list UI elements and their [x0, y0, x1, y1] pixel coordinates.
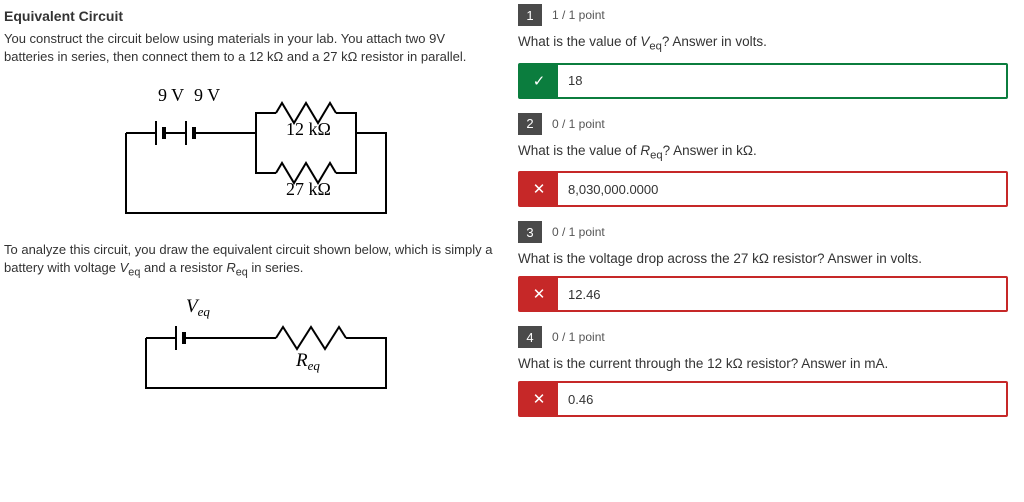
question-prompt: What is the current through the 12 kΩ re…	[518, 356, 1008, 371]
question-points: 0 / 1 point	[552, 330, 605, 344]
question-block: 4 0 / 1 point What is the current through …	[518, 326, 1008, 417]
question-prompt: What is the value of Req? Answer in kΩ.	[518, 143, 1008, 162]
question-number: 2	[518, 113, 542, 135]
answer-value[interactable]: 12.46	[558, 278, 1006, 310]
answer-row: ✕0.46	[518, 381, 1008, 417]
svg-text:Veq: Veq	[186, 296, 210, 319]
question-prompt: What is the voltage drop across the 27 k…	[518, 251, 1008, 266]
question-block: 2 0 / 1 point What is the value of Req? An…	[518, 113, 1008, 208]
cross-icon: ✕	[520, 278, 558, 310]
svg-text:Req: Req	[295, 350, 320, 373]
questions-pane: 1 1 / 1 point What is the value of Veq? An…	[510, 0, 1024, 502]
problem-pane: Equivalent Circuit You construct the cir…	[0, 0, 510, 502]
svg-text:9 V: 9 V	[158, 85, 184, 105]
question-number: 1	[518, 4, 542, 26]
answer-value[interactable]: 0.46	[558, 383, 1006, 415]
check-icon: ✓	[520, 65, 558, 97]
answer-row: ✕8,030,000.0000	[518, 171, 1008, 207]
problem-paragraph-1: You construct the circuit below using ma…	[4, 30, 498, 65]
problem-paragraph-2: To analyze this circuit, you draw the eq…	[4, 241, 498, 280]
svg-text:9 V: 9 V	[194, 85, 220, 105]
cross-icon: ✕	[520, 173, 558, 205]
answer-value[interactable]: 8,030,000.0000	[558, 173, 1006, 205]
question-points: 1 / 1 point	[552, 8, 605, 22]
answer-row: ✕12.46	[518, 276, 1008, 312]
question-block: 3 0 / 1 point What is the voltage drop acr…	[518, 221, 1008, 312]
question-points: 0 / 1 point	[552, 117, 605, 131]
question-prompt: What is the value of Veq? Answer in volt…	[518, 34, 1008, 53]
svg-text:27 kΩ: 27 kΩ	[286, 179, 331, 199]
question-block: 1 1 / 1 point What is the value of Veq? An…	[518, 4, 1008, 99]
answer-row: ✓18	[518, 63, 1008, 99]
question-number: 3	[518, 221, 542, 243]
answer-value[interactable]: 18	[558, 65, 1006, 97]
question-number: 4	[518, 326, 542, 348]
circuit-diagram-1: 9 V 9 V 12 kΩ 27 kΩ	[86, 73, 416, 233]
question-points: 0 / 1 point	[552, 225, 605, 239]
cross-icon: ✕	[520, 383, 558, 415]
svg-text:12 kΩ: 12 kΩ	[286, 119, 331, 139]
problem-title: Equivalent Circuit	[4, 8, 498, 24]
circuit-diagram-2: Veq Req	[86, 288, 416, 408]
